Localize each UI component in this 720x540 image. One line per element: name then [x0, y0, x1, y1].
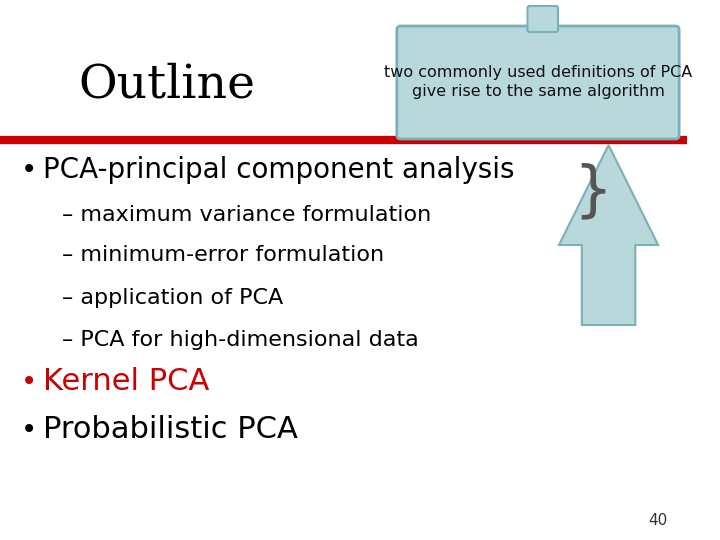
Text: Outline: Outline: [78, 62, 256, 107]
Text: Probabilistic PCA: Probabilistic PCA: [43, 415, 298, 444]
FancyBboxPatch shape: [528, 6, 558, 32]
Polygon shape: [559, 145, 658, 325]
Text: }: }: [574, 163, 613, 221]
Text: – minimum-error formulation: – minimum-error formulation: [62, 245, 384, 265]
Text: two commonly used definitions of PCA
give rise to the same algorithm: two commonly used definitions of PCA giv…: [384, 65, 692, 99]
Text: •: •: [21, 416, 37, 444]
Text: – maximum variance formulation: – maximum variance formulation: [62, 205, 431, 225]
Text: PCA-principal component analysis: PCA-principal component analysis: [43, 156, 514, 184]
Text: Kernel PCA: Kernel PCA: [43, 368, 210, 396]
Text: 40: 40: [649, 513, 667, 528]
Text: – application of PCA: – application of PCA: [62, 288, 283, 308]
Text: •: •: [21, 368, 37, 396]
FancyBboxPatch shape: [397, 26, 679, 139]
Text: •: •: [21, 156, 37, 184]
Text: – PCA for high-dimensional data: – PCA for high-dimensional data: [62, 330, 419, 350]
